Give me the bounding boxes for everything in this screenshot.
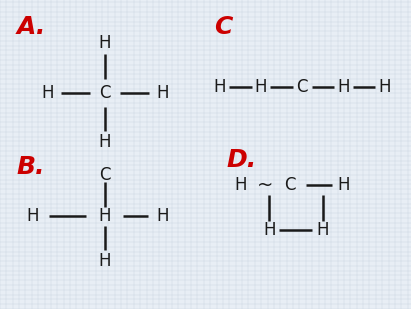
Text: H: H xyxy=(234,176,247,194)
Text: H: H xyxy=(337,78,349,95)
Text: H: H xyxy=(214,78,226,95)
Text: C: C xyxy=(284,176,296,194)
Text: C: C xyxy=(296,78,308,95)
Text: H: H xyxy=(378,78,390,95)
Text: H: H xyxy=(337,176,349,194)
Text: H: H xyxy=(156,84,169,102)
Text: ~: ~ xyxy=(257,176,273,195)
Text: C: C xyxy=(99,84,111,102)
Text: H: H xyxy=(263,221,275,239)
Text: H: H xyxy=(27,207,39,225)
Text: D.: D. xyxy=(226,148,256,172)
Text: H: H xyxy=(99,34,111,52)
Text: H: H xyxy=(41,84,53,102)
Text: H: H xyxy=(255,78,267,95)
Text: H: H xyxy=(99,252,111,270)
Text: A.: A. xyxy=(16,15,46,40)
Text: H: H xyxy=(99,133,111,151)
Text: H: H xyxy=(316,221,329,239)
Text: B.: B. xyxy=(16,154,45,179)
Text: C: C xyxy=(99,166,111,184)
Text: H: H xyxy=(156,207,169,225)
Text: C: C xyxy=(214,15,232,40)
Text: H: H xyxy=(99,207,111,225)
